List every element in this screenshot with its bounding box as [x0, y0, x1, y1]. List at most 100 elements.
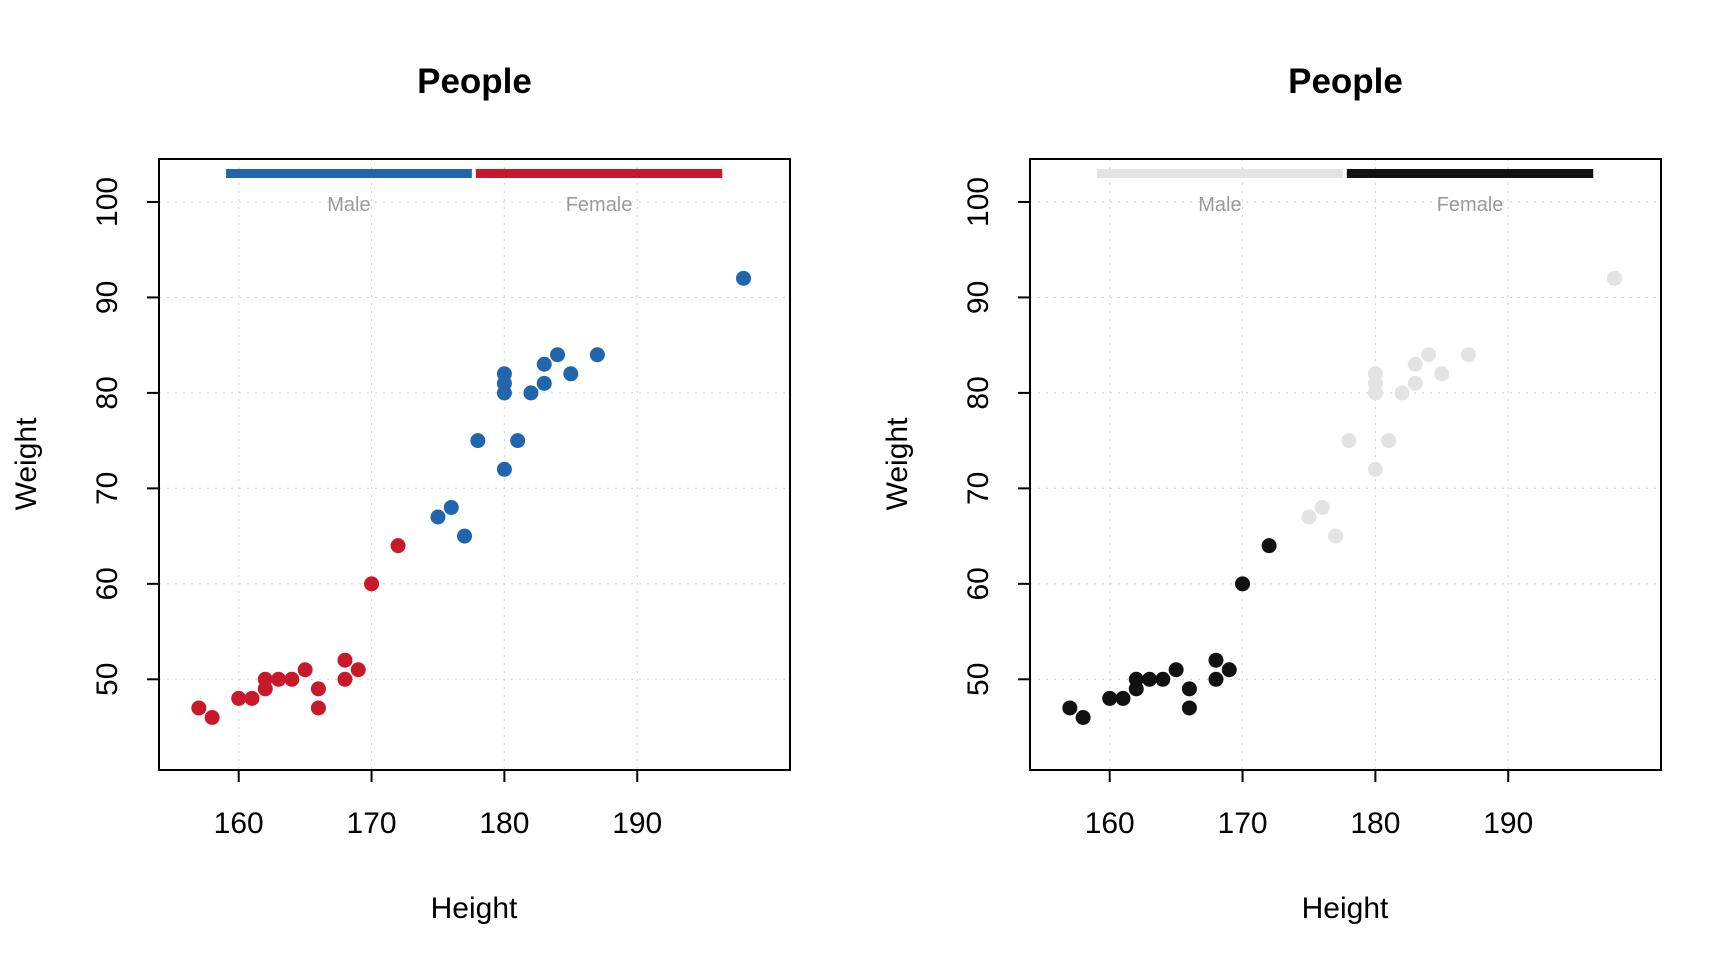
- legend-label-male: Male: [1198, 194, 1241, 216]
- x-tick-label: 180: [479, 807, 529, 840]
- data-point: [1407, 356, 1423, 372]
- data-point: [1115, 690, 1131, 706]
- data-point: [1062, 700, 1078, 716]
- data-point: [1301, 509, 1317, 525]
- x-axis: 160 170 180 190: [214, 769, 662, 840]
- data-point: [510, 433, 526, 449]
- y-tick-label: 50: [962, 663, 995, 696]
- data-point: [204, 709, 220, 725]
- y-tick-label: 80: [962, 376, 995, 409]
- data-point: [1208, 671, 1224, 687]
- plot-frame: [158, 158, 791, 771]
- legend: Male Female: [1097, 169, 1594, 216]
- data-point: [1128, 671, 1144, 687]
- series-male: [430, 270, 752, 544]
- chart-panel-2: 160 170 180 190 50 60 70 80 90 100 People Height Wei…: [881, 62, 1662, 925]
- data-point: [550, 347, 566, 363]
- data-point: [297, 662, 313, 678]
- y-axis: 50 60 70 80 90 100: [962, 177, 1031, 696]
- data-point: [1102, 690, 1118, 706]
- data-point: [1434, 366, 1450, 382]
- y-tick-label: 100: [91, 177, 124, 227]
- chart-title: People: [417, 62, 532, 101]
- series-female: [1062, 538, 1277, 725]
- y-tick-label: 60: [962, 567, 995, 600]
- legend: Male Female: [226, 169, 723, 216]
- data-point: [390, 538, 406, 554]
- data-point: [310, 681, 326, 697]
- x-axis-label: Height: [1302, 892, 1389, 925]
- data-point: [1168, 662, 1184, 678]
- legend-bar-male: [1097, 169, 1343, 178]
- x-tick-label: 190: [1483, 807, 1533, 840]
- data-point: [1155, 671, 1171, 687]
- data-point: [231, 690, 247, 706]
- data-point: [1421, 347, 1437, 363]
- data-point: [496, 366, 512, 382]
- x-tick-label: 180: [1350, 807, 1400, 840]
- x-tick-label: 170: [347, 807, 397, 840]
- legend-label-male: Male: [327, 194, 370, 216]
- data-point: [1607, 270, 1623, 286]
- data-point: [191, 700, 207, 716]
- chart-title: People: [1288, 62, 1403, 101]
- data-point: [1341, 433, 1357, 449]
- data-point: [1208, 652, 1224, 668]
- data-point: [337, 652, 353, 668]
- data-point: [244, 690, 260, 706]
- legend-label-female: Female: [1437, 194, 1504, 216]
- data-point: [271, 671, 287, 687]
- data-point: [496, 461, 512, 477]
- y-tick-label: 80: [91, 376, 124, 409]
- y-tick-label: 70: [962, 472, 995, 505]
- data-point: [563, 366, 579, 382]
- data-point: [1328, 528, 1344, 544]
- data-point: [364, 576, 380, 592]
- data-point: [536, 375, 552, 391]
- y-axis: 50 60 70 80 90 100: [91, 177, 160, 696]
- data-point: [1381, 433, 1397, 449]
- y-tick-label: 100: [962, 177, 995, 227]
- data-point: [1367, 461, 1383, 477]
- data-point: [1235, 576, 1251, 592]
- data-point: [1075, 709, 1091, 725]
- data-point: [523, 385, 539, 401]
- y-tick-label: 60: [91, 567, 124, 600]
- y-tick-label: 90: [962, 281, 995, 314]
- data-point: [337, 671, 353, 687]
- data-point: [1181, 700, 1197, 716]
- data-point: [1261, 538, 1277, 554]
- x-tick-label: 170: [1218, 807, 1268, 840]
- series-male: [1301, 270, 1623, 544]
- x-tick-label: 190: [612, 807, 662, 840]
- data-point: [536, 356, 552, 372]
- x-axis-label: Height: [431, 892, 518, 925]
- data-point: [736, 270, 752, 286]
- data-point: [470, 433, 486, 449]
- x-tick-label: 160: [1085, 807, 1135, 840]
- data-point: [1460, 347, 1476, 363]
- data-point: [1181, 681, 1197, 697]
- data-point: [1394, 385, 1410, 401]
- data-point: [1407, 375, 1423, 391]
- x-axis: 160 170 180 190: [1085, 769, 1533, 840]
- y-tick-label: 50: [91, 663, 124, 696]
- data-point: [257, 671, 273, 687]
- legend-bar-female: [1346, 169, 1594, 178]
- legend-bar-female: [475, 169, 723, 178]
- data-point: [1314, 499, 1330, 515]
- data-point: [350, 662, 366, 678]
- y-axis-label: Weight: [881, 417, 914, 510]
- data-point: [443, 499, 459, 515]
- data-point: [589, 347, 605, 363]
- data-point: [284, 671, 300, 687]
- y-axis-label: Weight: [10, 417, 43, 510]
- data-point: [1367, 366, 1383, 382]
- legend-bar-male: [226, 169, 472, 178]
- series-female: [191, 538, 406, 725]
- data-point: [1142, 671, 1158, 687]
- y-tick-label: 70: [91, 472, 124, 505]
- data-point: [1221, 662, 1237, 678]
- legend-label-female: Female: [566, 194, 633, 216]
